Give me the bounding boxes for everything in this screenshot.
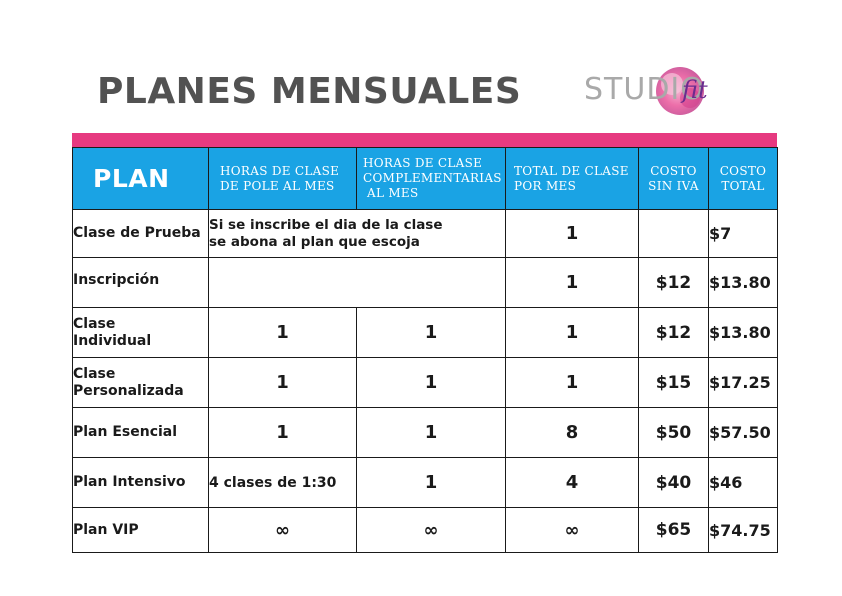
logo-text: STUDIO [584, 72, 705, 107]
total-clases: 4 [505, 457, 639, 508]
costo-sin-iva [638, 209, 709, 258]
plan-hours-empty [208, 257, 506, 308]
plan-name: Clase de Prueba [72, 209, 209, 258]
total-clases: 1 [505, 307, 639, 358]
header-costo-sin-iva: COSTO SIN IVA [638, 147, 709, 210]
costo-total: $13.80 [708, 257, 778, 308]
horas-complementarias: 1 [356, 307, 506, 358]
horas-complementarias: ∞ [356, 507, 506, 553]
costo-total: $57.50 [708, 407, 778, 458]
table-row-clase-personalizada: Clase Personalizada 1 1 1 $15 $17.25 [72, 357, 778, 408]
table-row-plan-vip: Plan VIP ∞ ∞ ∞ $65 $74.75 [72, 507, 778, 553]
costo-sin-iva: $15 [638, 357, 709, 408]
header-total-clases: TOTAL DE CLASE POR MES [505, 147, 639, 210]
header-plan: PLAN [72, 147, 209, 210]
studio-fit-logo: STUDIO fit [584, 64, 734, 118]
table-row-clase-individual: Clase Individual 1 1 1 $12 $13.80 [72, 307, 778, 358]
horas-complementarias: 1 [356, 357, 506, 408]
horas-pole: 1 [208, 407, 357, 458]
horas-complementarias: 1 [356, 407, 506, 458]
costo-sin-iva: $12 [638, 257, 709, 308]
horas-complementarias: 1 [356, 457, 506, 508]
costo-sin-iva: $50 [638, 407, 709, 458]
horas-pole: 1 [208, 357, 357, 408]
accent-bar [72, 133, 777, 147]
horas-pole: 1 [208, 307, 357, 358]
total-clases: 1 [505, 209, 639, 258]
costo-sin-iva: $40 [638, 457, 709, 508]
total-clases: 8 [505, 407, 639, 458]
total-clases: 1 [505, 257, 639, 308]
plans-table: PLAN HORAS DE CLASE DE POLE AL MES HORAS… [72, 147, 778, 553]
plan-note: Si se inscribe el dia de la clase se abo… [208, 209, 506, 258]
costo-sin-iva: $12 [638, 307, 709, 358]
plan-name: Clase Personalizada [72, 357, 209, 408]
watercolor-circle-icon [656, 67, 704, 115]
horas-pole: ∞ [208, 507, 357, 553]
header-horas-complementarias: HORAS DE CLASE COMPLEMENTARIAS AL MES [356, 147, 506, 210]
plan-name: Plan Intensivo [72, 457, 209, 508]
table-row-inscripcion: Inscripción 1 $12 $13.80 [72, 257, 778, 308]
costo-total: $13.80 [708, 307, 778, 358]
costo-total: $46 [708, 457, 778, 508]
total-clases: ∞ [505, 507, 639, 553]
costo-sin-iva: $65 [638, 507, 709, 553]
costo-total: $17.25 [708, 357, 778, 408]
page-title: PLANES MENSUALES [97, 71, 522, 112]
table-row-clase-prueba: Clase de Prueba Si se inscribe el dia de… [72, 209, 778, 258]
plan-name: Inscripción [72, 257, 209, 308]
horas-pole: 4 clases de 1:30 [208, 457, 357, 508]
total-clases: 1 [505, 357, 639, 408]
logo-script: fit [682, 76, 708, 104]
table-row-plan-esencial: Plan Esencial 1 1 8 $50 $57.50 [72, 407, 778, 458]
plan-name: Plan VIP [72, 507, 209, 553]
costo-total: $7 [708, 209, 778, 258]
costo-total: $74.75 [708, 507, 778, 553]
table-header-row: PLAN HORAS DE CLASE DE POLE AL MES HORAS… [72, 147, 778, 210]
plan-name: Plan Esencial [72, 407, 209, 458]
header-horas-pole: HORAS DE CLASE DE POLE AL MES [208, 147, 357, 210]
plan-name: Clase Individual [72, 307, 209, 358]
table-row-plan-intensivo: Plan Intensivo 4 clases de 1:30 1 4 $40 … [72, 457, 778, 508]
header-costo-total: COSTO TOTAL [708, 147, 778, 210]
